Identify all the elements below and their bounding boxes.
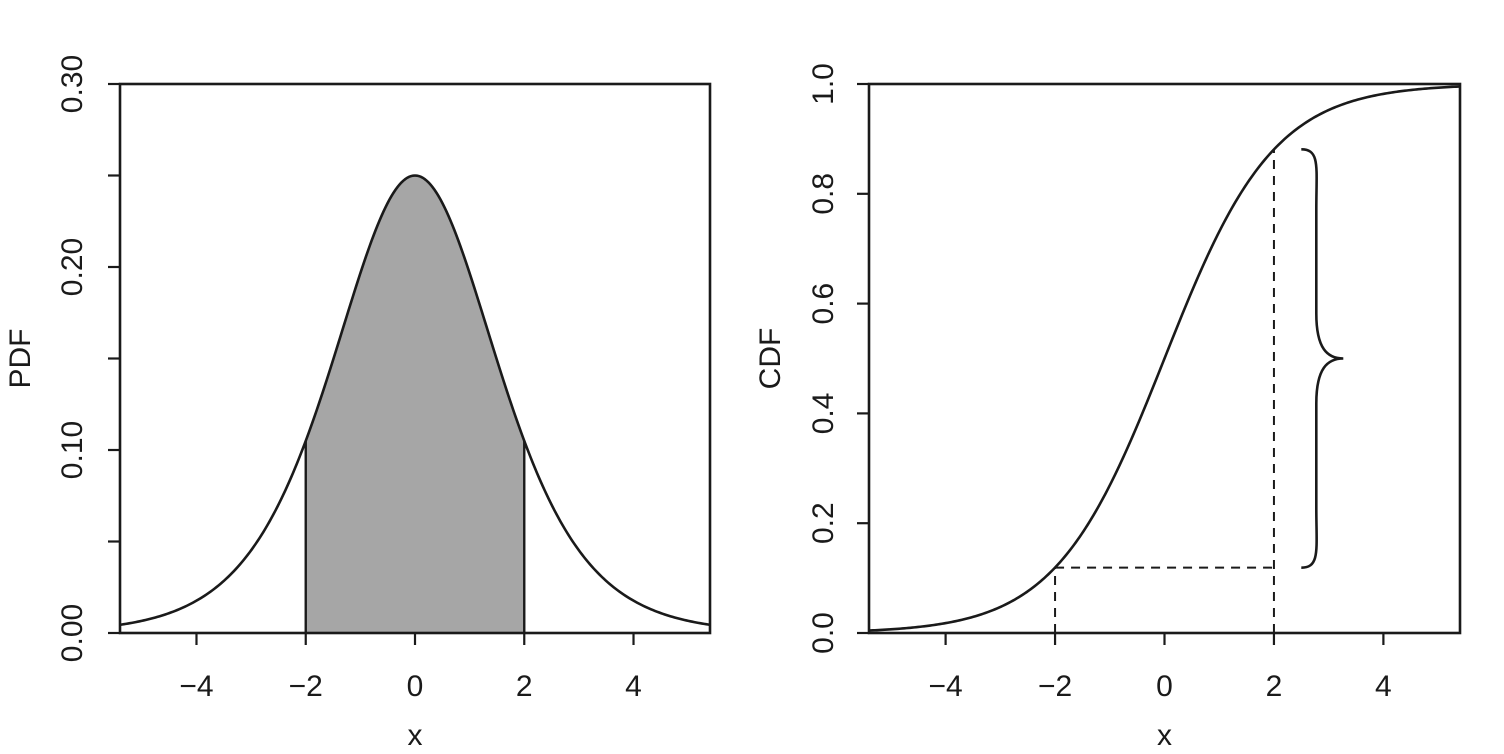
y-tick-label: 0.30 [56,55,89,113]
y-tick-label: 0.20 [56,238,89,296]
y-tick-label: 0.10 [56,421,89,479]
y-tick-label: 0.2 [807,502,840,544]
y-tick-label: 0.00 [56,604,89,662]
x-axis-title: x [1157,719,1172,752]
x-tick-label: 0 [1156,670,1173,703]
pdf-panel: −4 −2 0 2 4 0.00 0.10 0.20 0.30 x PDF [4,55,712,752]
x-tick-label: −4 [929,670,963,703]
y-tick-label: 0.6 [807,283,840,325]
curly-brace [1301,148,1344,569]
x-axis-title: x [408,719,423,752]
x-tick-label: 4 [625,670,642,703]
shaded-area [305,175,525,633]
y-tick-label: 0.4 [807,393,840,435]
cdf-panel: −4 −2 0 2 4 0.0 0.2 0.4 0.6 0.8 1.0 x CDF [754,63,1462,752]
y-axis-title: PDF [4,329,37,389]
y-tick-label: 0.8 [807,173,840,215]
y-tick-label: 0.0 [807,612,840,654]
y-tick-label: 1.0 [807,63,840,105]
x-tick-label: −2 [1038,670,1072,703]
x-tick-label: −4 [179,670,213,703]
x-tick-label: 4 [1375,670,1392,703]
x-tick-label: 2 [1266,670,1283,703]
x-tick-label: 0 [407,670,424,703]
x-tick-label: 2 [516,670,533,703]
x-tick-label: −2 [289,670,323,703]
y-axis-title: CDF [754,328,787,390]
cdf-curve [868,85,1461,632]
pdf-curve [119,174,711,627]
